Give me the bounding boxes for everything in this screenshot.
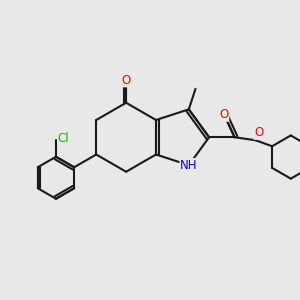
Text: O: O xyxy=(220,108,229,121)
Text: Cl: Cl xyxy=(58,132,69,145)
Text: O: O xyxy=(254,126,263,139)
Text: O: O xyxy=(122,74,131,87)
Text: NH: NH xyxy=(180,159,198,172)
